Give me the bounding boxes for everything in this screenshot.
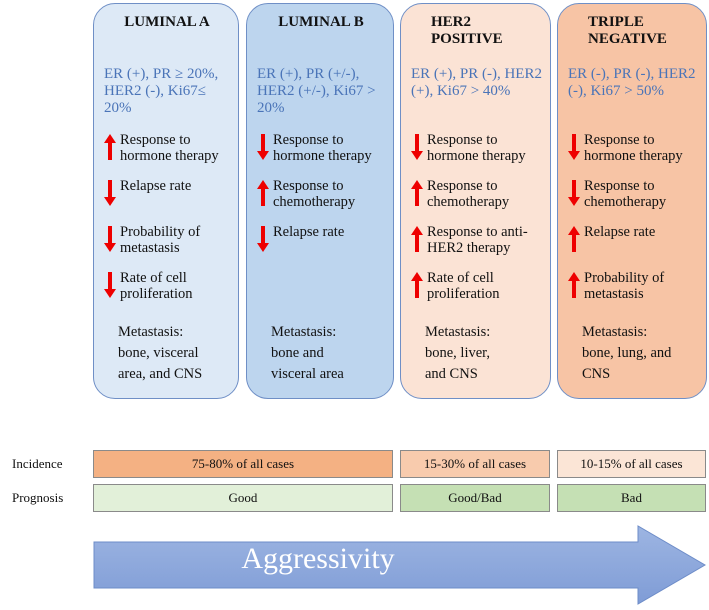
effect-text: Rate of cell proliferation	[427, 270, 500, 302]
metastasis-text: Metastasis: bone and visceral area	[271, 324, 344, 382]
receptor-markers: ER (-), PR (-), HER2 (-), Ki67 > 50%	[568, 66, 696, 99]
metastasis-text: Metastasis: bone, liver, and CNS	[425, 324, 491, 382]
prognosis-luminal: Good	[93, 484, 393, 512]
arrow-down-icon	[104, 178, 120, 210]
effect-item: Response to chemotherapy	[411, 178, 542, 210]
effect-text: Response to hormone therapy	[120, 132, 219, 164]
subtype-column: LUMINAL A ER (+), PR ≥ 20%, HER2 (-), Ki…	[93, 3, 239, 399]
effect-text: Probability of metastasis	[584, 270, 665, 302]
effect-item: Rate of cell proliferation	[411, 270, 542, 302]
effect-item: Response to chemotherapy	[568, 178, 698, 210]
effect-text: Response to hormone therapy	[273, 132, 372, 164]
arrow-down-icon	[104, 270, 120, 302]
arrow-up-icon	[411, 270, 427, 302]
effect-item: Rate of cell proliferation	[104, 270, 230, 302]
arrow-down-icon	[568, 132, 584, 164]
effect-item: Relapse rate	[568, 224, 698, 256]
metastasis-text: Metastasis: bone, lung, and CNS	[582, 324, 672, 382]
effect-text: Relapse rate	[584, 224, 656, 240]
arrow-up-icon	[411, 178, 427, 210]
effect-item: Response to chemotherapy	[257, 178, 385, 210]
subtype-title: LUMINAL B	[278, 14, 364, 30]
effect-text: Response to chemotherapy	[584, 178, 667, 210]
subtype-title: LUMINAL A	[124, 14, 210, 30]
receptor-markers: ER (+), PR (-), HER2 (+), Ki67 > 40%	[411, 66, 542, 99]
effect-item: Relapse rate	[104, 178, 230, 210]
arrow-up-icon	[257, 178, 273, 210]
incidence-triple-negative: 10-15% of all cases	[557, 450, 706, 478]
effect-item: Response to anti-HER2 therapy	[411, 224, 542, 256]
effect-text: Rate of cell proliferation	[120, 270, 193, 302]
metastasis-text: Metastasis: bone, visceral area, and CNS	[118, 324, 203, 382]
arrow-down-icon	[104, 224, 120, 256]
effect-item: Probability of metastasis	[568, 270, 698, 302]
effect-text: Relapse rate	[273, 224, 345, 240]
effect-item: Response to hormone therapy	[257, 132, 385, 164]
subtype-title: HER2 POSITIVE	[431, 14, 503, 47]
subtype-column: LUMINAL B ER (+), PR (+/-), HER2 (+/-), …	[246, 3, 394, 399]
receptor-markers: ER (+), PR ≥ 20%, HER2 (-), Ki67≤ 20%	[104, 66, 219, 116]
incidence-her2: 15-30% of all cases	[400, 450, 550, 478]
effect-item: Relapse rate	[257, 224, 385, 256]
arrow-down-icon	[411, 132, 427, 164]
effect-item: Response to hormone therapy	[568, 132, 698, 164]
prognosis-her2: Good/Bad	[400, 484, 550, 512]
prognosis-label: Prognosis	[12, 490, 64, 505]
effect-text: Response to hormone therapy	[427, 132, 526, 164]
effect-item: Response to hormone therapy	[411, 132, 542, 164]
arrow-up-icon	[568, 224, 584, 256]
incidence-label: Incidence	[12, 456, 63, 471]
arrow-down-icon	[568, 178, 584, 210]
incidence-luminal: 75-80% of all cases	[93, 450, 393, 478]
arrow-down-icon	[257, 132, 273, 164]
effect-text: Response to chemotherapy	[273, 178, 356, 210]
aggressivity-label: Aggressivity	[241, 542, 395, 575]
effect-text: Response to anti-HER2 therapy	[427, 224, 528, 256]
effect-text: Probability of metastasis	[120, 224, 201, 256]
effect-text: Relapse rate	[120, 178, 192, 194]
effect-item: Response to hormone therapy	[104, 132, 230, 164]
aggressivity-arrow	[93, 525, 706, 605]
effect-text: Response to hormone therapy	[584, 132, 683, 164]
prognosis-triple-negative: Bad	[557, 484, 706, 512]
arrow-up-icon	[104, 132, 120, 164]
receptor-markers: ER (+), PR (+/-), HER2 (+/-), Ki67 > 20%	[257, 66, 376, 116]
effect-item: Probability of metastasis	[104, 224, 230, 256]
arrow-down-icon	[257, 224, 273, 256]
subtype-column: HER2 POSITIVE ER (+), PR (-), HER2 (+), …	[400, 3, 551, 399]
subtype-title: TRIPLE NEGATIVE	[588, 14, 667, 47]
arrow-up-icon	[568, 270, 584, 302]
arrow-up-icon	[411, 224, 427, 256]
effect-text: Response to chemotherapy	[427, 178, 510, 210]
subtype-column: TRIPLE NEGATIVE ER (-), PR (-), HER2 (-)…	[557, 3, 707, 399]
